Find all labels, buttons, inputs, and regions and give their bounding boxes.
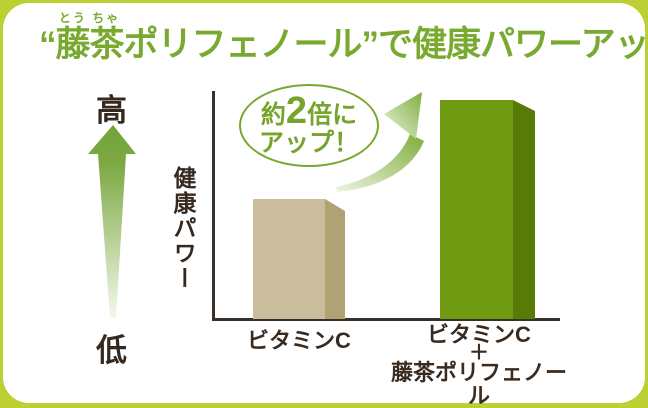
- bar2-label-plus: ＋: [469, 342, 489, 364]
- bar2-label: ビタミンC ＋ 藤茶ポリフェノール: [381, 323, 577, 407]
- x-axis-line: [212, 318, 560, 321]
- title-rest: ポリフェノール”で健康パワーアップ！: [123, 25, 648, 64]
- bar-vitamin-c-side: [325, 199, 345, 319]
- bar-polyphenol-front: [440, 100, 513, 319]
- rounded-panel: “藤茶とう ちゃポリフェノール”で健康パワーアップ！ 高 低 健康パワー 約2倍…: [3, 3, 648, 407]
- bar2-label-line3: 藤茶ポリフェノール: [390, 360, 567, 408]
- axis-low-label: 低: [96, 333, 127, 368]
- y-axis-line: [212, 91, 215, 321]
- y-axis-label: 健康パワー: [170, 166, 196, 291]
- bubble-line1-pre: 約: [260, 100, 286, 129]
- title-ruby: 藤茶とう ちゃ: [55, 11, 125, 64]
- bar-vitamin-c-front: [253, 199, 325, 319]
- bubble-line1-number: 2: [285, 89, 308, 132]
- title-ruby-base: 藤茶: [55, 25, 125, 64]
- bubble-line1: 約2倍に: [260, 92, 358, 130]
- up-arrow-icon: [88, 125, 136, 318]
- swoosh-arrow-icon: [336, 92, 424, 192]
- bar1-label: ビタミンC: [247, 328, 351, 353]
- title-open-quote: “: [39, 25, 56, 64]
- bar-polyphenol-side: [513, 100, 535, 319]
- bubble-line1-post: 倍に: [307, 100, 358, 129]
- bar2-label-line1: ビタミンC: [427, 322, 531, 347]
- axis-high-label: 高: [96, 93, 127, 128]
- page-title: “藤茶とう ちゃポリフェノール”で健康パワーアップ！: [39, 11, 648, 67]
- bubble-line2: アップ！: [258, 128, 359, 157]
- title-furigana: とう ちゃ: [55, 11, 124, 25]
- annotation-bubble: 約2倍に アップ！: [239, 84, 379, 167]
